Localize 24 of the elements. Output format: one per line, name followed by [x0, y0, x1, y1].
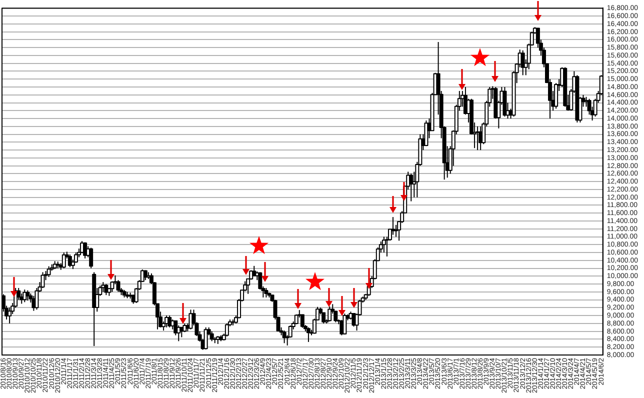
candlestick — [554, 82, 558, 110]
candlestick — [89, 247, 94, 269]
candlestick — [204, 326, 208, 350]
candlestick — [264, 287, 268, 298]
candlestick — [342, 313, 347, 335]
candlestick — [210, 330, 214, 342]
candlestick — [26, 290, 30, 302]
candlestick — [306, 326, 310, 342]
candlestick — [46, 266, 51, 278]
candlestick — [382, 236, 386, 254]
candlestick — [8, 307, 12, 324]
candlestick — [300, 314, 304, 328]
candlestick — [40, 272, 45, 288]
candlestick — [116, 280, 120, 292]
candlestick — [502, 86, 507, 118]
candlestick — [476, 126, 480, 151]
candlestick — [282, 330, 286, 344]
candlestick — [424, 120, 428, 147]
candlestick — [224, 322, 229, 337]
candlestick — [62, 252, 66, 269]
candlestick — [520, 50, 525, 76]
candlestick — [143, 270, 148, 281]
candlestick — [68, 254, 72, 268]
candlestick — [409, 173, 414, 202]
